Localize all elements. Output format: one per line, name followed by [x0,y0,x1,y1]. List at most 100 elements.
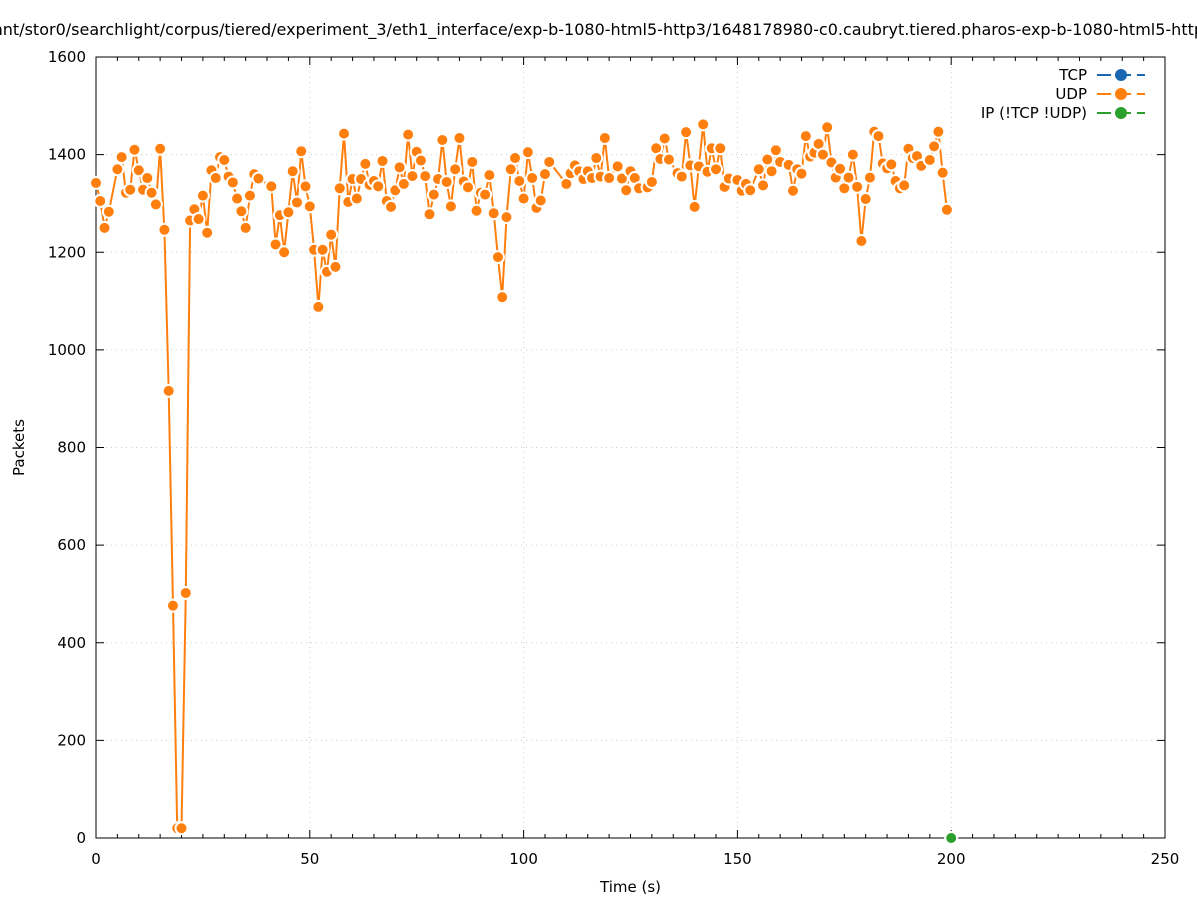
data-point [794,166,809,181]
data-point [452,131,467,146]
data-point [384,199,399,214]
y-tick-label: 1400 [48,146,86,164]
data-point [820,120,835,135]
data-point [589,151,604,166]
data-point [439,174,454,189]
data-point [482,168,497,183]
data-point [131,163,146,178]
data-point [268,237,283,252]
data-point [862,170,877,185]
data-point [178,585,193,600]
data-point [687,199,702,214]
data-point [418,169,433,184]
x-tick-label: 100 [509,850,538,868]
data-point [242,188,257,203]
data-point [392,160,407,175]
data-point [490,250,505,265]
data-point [499,210,514,225]
data-point [743,183,758,198]
data-point [679,125,694,140]
data-point [751,162,766,177]
y-tick-label: 600 [57,536,86,554]
data-point [405,169,420,184]
series-layer [89,117,959,845]
series-line [95,123,948,830]
data-point [533,193,548,208]
data-point [944,831,959,845]
data-point [371,179,386,194]
data-point [285,164,300,179]
data-point [486,206,501,221]
data-point [195,188,210,203]
data-point [277,245,292,260]
data-point [465,154,480,169]
data-point [756,178,771,193]
data-point [448,162,463,177]
data-point [230,191,245,206]
data-point [597,131,612,146]
data-point [661,152,676,167]
data-point [461,180,476,195]
y-tick-label: 1600 [48,48,86,66]
axis-ticks: 0 50 100 150 200 250 0 200 400 600 800 1000 1200 1400… [48,48,1180,868]
y-tick-label: 800 [57,439,86,457]
data-point [935,165,950,180]
data-point [939,202,954,217]
x-tick-label: 250 [1151,850,1180,868]
y-tick-label: 400 [57,634,86,652]
data-point [281,205,296,220]
data-point [114,150,129,165]
data-point [931,124,946,139]
y-tick-label: 0 [76,829,86,847]
data-point [375,153,390,168]
y-tick-label: 1200 [48,243,86,261]
x-tick-label: 150 [723,850,752,868]
data-point [349,191,364,206]
data-point [884,157,899,172]
data-point [298,179,313,194]
data-point [657,131,672,146]
data-point [225,175,240,190]
series-2 [944,831,959,845]
data-point [503,162,518,177]
data-point [426,187,441,202]
data-point [764,164,779,179]
data-point [469,203,484,218]
data-point [234,204,249,219]
data-point [358,156,373,171]
data-point [174,821,189,836]
data-point [897,178,912,193]
data-point [815,147,830,162]
legend-label: TCP [1058,66,1087,84]
y-axis-label: Packets [10,419,28,476]
data-point [610,159,625,174]
data-point [922,152,937,167]
data-point [302,199,317,214]
data-point [512,173,527,188]
data-point [841,170,856,185]
data-point [525,171,540,186]
data-point [871,129,886,144]
data-point [845,147,860,162]
data-point [161,383,176,398]
data-point [238,220,253,235]
data-point [850,179,865,194]
data-point [289,195,304,210]
data-point [435,132,450,147]
data-point [148,197,163,212]
legend-marker [1115,88,1127,100]
data-point [858,192,873,207]
series-1 [89,117,954,836]
data-point [602,171,617,186]
legend-label: IP (!TCP !UDP) [981,104,1087,122]
data-point [713,141,728,156]
data-point [123,182,138,197]
data-point [153,141,168,156]
data-point [324,227,339,242]
x-tick-label: 50 [300,850,319,868]
data-point [516,191,531,206]
x-tick-label: 0 [91,850,101,868]
data-point [537,167,552,182]
